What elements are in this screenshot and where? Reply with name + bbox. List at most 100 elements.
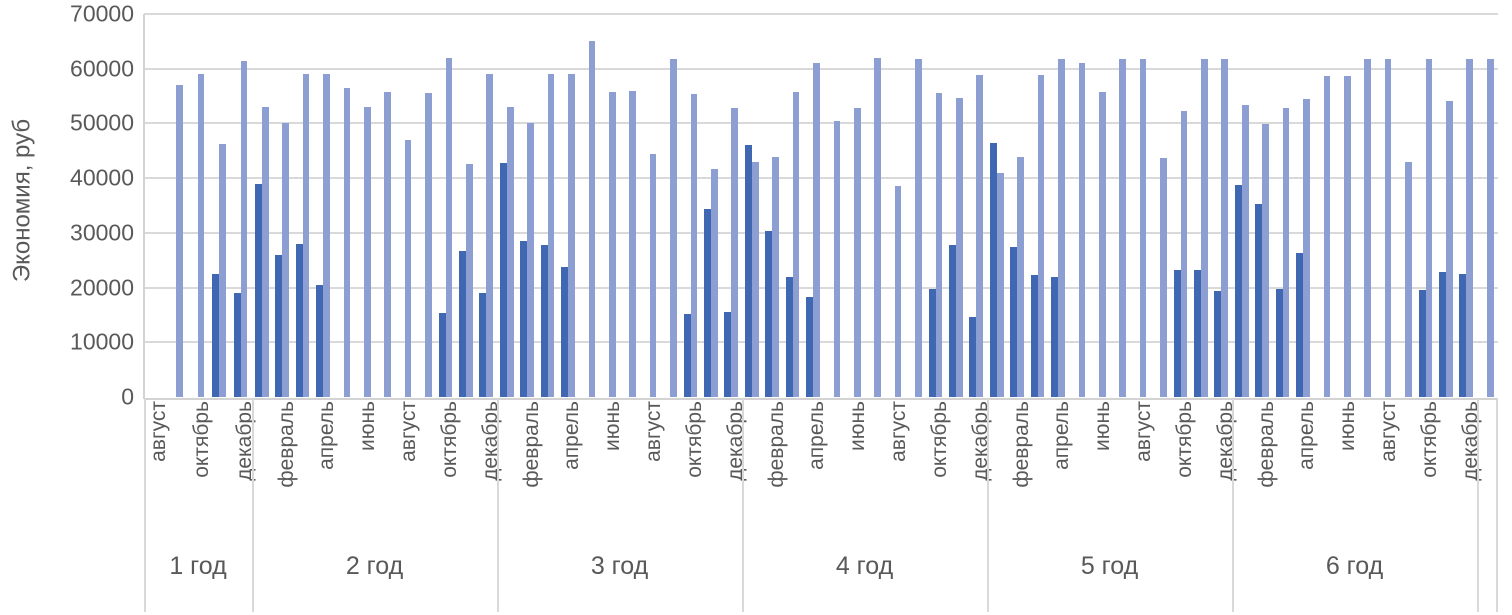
bar-dark-series (1296, 252, 1304, 397)
bar-dark-series (1255, 203, 1263, 397)
bar-light-series (956, 97, 963, 397)
bar-light-series (711, 168, 718, 397)
bar-light-series (445, 57, 453, 397)
bar-dark-series (1010, 247, 1018, 397)
year-separator-line (252, 399, 254, 612)
year-separator-line (1496, 399, 1498, 612)
bar-light-series (282, 123, 289, 397)
month-axis-label: апрель (560, 401, 584, 470)
bar-dark-series (1214, 290, 1222, 397)
bar-light-series (323, 74, 330, 397)
y-tick-label: 70000 (70, 0, 134, 27)
gridline (144, 67, 1498, 70)
bar-dark-series (212, 273, 220, 397)
y-tick-label: 60000 (70, 55, 134, 82)
month-axis-label: октябрь (190, 401, 213, 478)
bar-dark-series (683, 313, 691, 397)
gridline (144, 231, 1498, 234)
bar-light-series (1303, 99, 1310, 397)
bar-light-series (629, 90, 636, 397)
gridline (144, 13, 1498, 15)
bar-light-series (261, 107, 269, 397)
bar-light-series (527, 123, 534, 397)
bar-dark-series (989, 142, 997, 397)
bar-light-series (363, 107, 371, 397)
bar-dark-series (233, 293, 241, 397)
year-separator-line (1232, 399, 1234, 612)
year-separator-line (497, 399, 499, 612)
bar-light-series (568, 74, 575, 397)
y-tick-label: 40000 (70, 164, 134, 191)
y-tick-label: 30000 (70, 219, 134, 246)
year-separator-line (742, 399, 744, 612)
year-axis-label: 4 год (835, 552, 894, 580)
bar-light-series (1343, 75, 1351, 397)
bar-dark-series (928, 288, 936, 397)
bar-light-series (1221, 59, 1229, 397)
bar-light-series (1139, 59, 1147, 397)
bar-dark-series (724, 312, 732, 397)
month-axis-label: апрель (805, 401, 829, 470)
bar-light-series (1241, 104, 1249, 397)
bar-dark-series (1234, 184, 1242, 397)
bar-light-series (1282, 108, 1290, 397)
bar-light-series (690, 93, 698, 397)
month-axis-label: февраль (764, 401, 788, 488)
bar-light-series (1160, 158, 1167, 397)
bar-light-series (547, 74, 555, 397)
bar-light-series (1364, 59, 1371, 397)
month-axis-label: июнь (1091, 401, 1115, 452)
bar-dark-series (459, 250, 467, 397)
bar-light-series (608, 91, 616, 397)
bar-dark-series (295, 243, 303, 397)
gridline (144, 122, 1498, 125)
month-axis-label: апрель (315, 401, 339, 470)
gridline (144, 341, 1498, 344)
bar-light-series (1405, 161, 1412, 397)
bar-dark-series (806, 296, 814, 397)
bar-light-series (1466, 58, 1474, 397)
bar-dark-series (1051, 276, 1059, 397)
bar-dark-series (1459, 274, 1467, 397)
year-separator-line (144, 399, 146, 612)
month-axis-label: июнь (601, 401, 625, 452)
bar-dark-series (520, 240, 528, 397)
month-axis-label: февраль (519, 401, 543, 488)
month-axis-label: февраль (1009, 401, 1033, 488)
x-axis-line (144, 398, 1498, 400)
bar-light-series (1201, 59, 1208, 397)
month-axis-label: август (887, 401, 911, 462)
bar-light-series (506, 107, 514, 397)
bar-dark-series (765, 230, 773, 397)
year-axis-label: 5 год (1080, 552, 1139, 580)
month-axis-label: апрель (1050, 401, 1074, 470)
month-axis-label: август (1377, 401, 1401, 462)
bar-dark-series (1439, 272, 1447, 397)
bar-dark-series (1275, 288, 1283, 397)
bar-dark-series (479, 293, 487, 397)
bar-light-series (1098, 91, 1106, 397)
bar-light-series (894, 186, 902, 397)
gridline (144, 286, 1498, 289)
bar-light-series (219, 143, 226, 397)
bar-light-series (302, 74, 310, 397)
month-axis-label: август (146, 401, 170, 462)
bar-dark-series (969, 316, 977, 397)
month-axis-label: август (1132, 401, 1156, 462)
bar-light-series (1037, 74, 1045, 397)
bar-light-series (1119, 59, 1126, 397)
year-axis-label: 1 год (169, 552, 227, 580)
bar-light-series (1180, 110, 1188, 397)
month-axis-label: апрель (1295, 401, 1319, 470)
gridline (144, 177, 1498, 180)
month-axis-label: октябрь (1172, 401, 1196, 478)
bar-light-series (874, 58, 881, 397)
bar-dark-series (561, 266, 569, 397)
bar-dark-series (275, 254, 283, 397)
year-separator-line (1477, 399, 1479, 612)
y-axis-title: Экономия, руб (8, 118, 36, 283)
bar-light-series (240, 60, 248, 397)
bar-light-series (176, 85, 183, 397)
bar-dark-series (1418, 289, 1426, 397)
y-tick-label: 20000 (70, 274, 134, 301)
